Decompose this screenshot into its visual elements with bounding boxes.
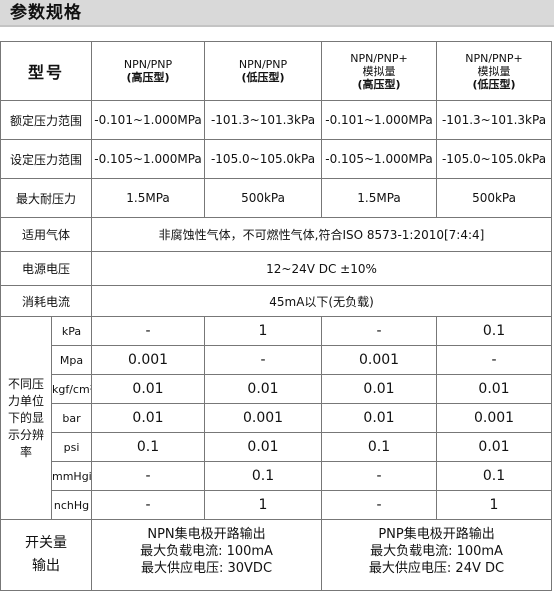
cell: 1.5MPa	[321, 178, 438, 218]
cell: 0.01	[91, 374, 206, 404]
resolution-row-psi: psi 0.1 0.01 0.1 0.01	[1, 432, 553, 462]
power-value: 12~24V DC ±10%	[91, 251, 553, 286]
cell: -	[321, 490, 438, 520]
current-row: 消耗电流 45mA以下(无负载)	[0, 285, 553, 317]
unit-label: psi	[50, 432, 93, 462]
cell: -	[321, 316, 438, 346]
cell: 0.001	[204, 403, 323, 433]
max-pressure-row: 最大耐压力 1.5MPa 500kPa 1.5MPa 500kPa	[0, 178, 553, 218]
resolution-row-mmhg: mmHgi - 0.1 - 0.1	[1, 461, 553, 491]
cell: -	[436, 345, 553, 375]
cell: 0.1	[91, 432, 206, 462]
cell: 1	[204, 316, 323, 346]
cell: -	[321, 461, 438, 491]
model-header-2: NPN/PNP (低压型)	[204, 41, 323, 101]
cell: 0.001	[321, 345, 438, 375]
cell: -0.101~1.000MPa	[91, 100, 206, 140]
switch-output-label: 开关量 输出	[0, 519, 93, 591]
cell: -105.0~105.0kPa	[436, 139, 553, 179]
cell: -0.101~1.000MPa	[321, 100, 438, 140]
resolution-row-bar: bar 0.01 0.001 0.01 0.001	[1, 403, 553, 433]
model-label: 型号	[0, 41, 93, 101]
row-label: 适用气体	[0, 217, 93, 252]
section-title: 参数规格	[0, 0, 554, 27]
media-row: 适用气体 非腐蚀性气体，不可燃性气体,符合ISO 8573-1:2010[7:4…	[0, 217, 553, 252]
cell: -0.105~1.000MPa	[321, 139, 438, 179]
unit-label: kgf/cm²	[50, 374, 93, 404]
cell: 0.1	[321, 432, 438, 462]
cell: -105.0~105.0kPa	[204, 139, 323, 179]
cell: 1	[436, 490, 553, 520]
resolution-label: 不同压力单位下的显示分辨率	[0, 316, 52, 520]
cell: -	[91, 490, 206, 520]
model-header-3: NPN/PNP+ 模拟量 (高压型)	[321, 41, 438, 101]
unit-label: kPa	[50, 316, 93, 346]
cell: 0.1	[436, 316, 553, 346]
cell: 0.01	[321, 374, 438, 404]
unit-label: mmHgi	[50, 461, 93, 491]
cell: 0.1	[436, 461, 553, 491]
resolution-row-kgf: kgf/cm² 0.01 0.01 0.01 0.01	[1, 374, 553, 404]
pnp-output-spec: PNP集电极开路输出 最大负载电流: 100mA 最大供应电压: 24V DC	[321, 519, 553, 591]
cell: 0.01	[204, 374, 323, 404]
set-range-row: 设定压力范围 -0.105~1.000MPa -105.0~105.0kPa -…	[0, 139, 553, 179]
rated-range-row: 额定压力范围 -0.101~1.000MPa -101.3~101.3kPa -…	[0, 100, 553, 140]
row-label: 消耗电流	[0, 285, 93, 317]
cell: -0.105~1.000MPa	[91, 139, 206, 179]
power-row: 电源电压 12~24V DC ±10%	[0, 251, 553, 286]
cell: 500kPa	[204, 178, 323, 218]
cell: 0.01	[204, 432, 323, 462]
cell: 500kPa	[436, 178, 553, 218]
header-row: 型号 NPN/PNP (高压型) NPN/PNP (低压型) NPN/PNP+ 模拟量…	[0, 41, 553, 101]
cell: -	[91, 316, 206, 346]
row-label: 设定压力范围	[0, 139, 93, 179]
resolution-row-inchhg: nchHg - 1 - 1	[1, 490, 553, 520]
cell: 0.01	[91, 403, 206, 433]
media-value: 非腐蚀性气体，不可燃性气体,符合ISO 8573-1:2010[7:4:4]	[91, 217, 553, 252]
cell: 1.5MPa	[91, 178, 206, 218]
current-value: 45mA以下(无负载)	[91, 285, 553, 317]
cell: -	[204, 345, 323, 375]
npn-output-spec: NPN集电极开路输出 最大负载电流: 100mA 最大供应电压: 30VDC	[91, 519, 323, 591]
cell: 0.001	[436, 403, 553, 433]
row-label: 电源电压	[0, 251, 93, 286]
cell: -	[91, 461, 206, 491]
cell: -101.3~101.3kPa	[436, 100, 553, 140]
resolution-row-kpa: 不同压力单位下的显示分辨率 kPa - 1 - 0.1	[0, 316, 553, 520]
model-header-1: NPN/PNP (高压型)	[91, 41, 206, 101]
cell: -101.3~101.3kPa	[204, 100, 323, 140]
row-label: 最大耐压力	[0, 178, 93, 218]
cell: 1	[204, 490, 323, 520]
unit-label: bar	[50, 403, 93, 433]
cell: 0.001	[91, 345, 206, 375]
model-header-4: NPN/PNP+ 模拟量 (低压型)	[436, 41, 553, 101]
cell: 0.01	[436, 374, 553, 404]
unit-label: Mpa	[50, 345, 93, 375]
switch-output-row: 开关量 输出 NPN集电极开路输出 最大负载电流: 100mA 最大供应电压: …	[0, 519, 553, 591]
spec-table: 型号 NPN/PNP (高压型) NPN/PNP (低压型) NPN/PNP+ 模拟量…	[0, 41, 553, 591]
cell: 0.01	[321, 403, 438, 433]
row-label: 额定压力范围	[0, 100, 93, 140]
resolution-row-mpa: Mpa 0.001 - 0.001 -	[1, 345, 553, 375]
cell: 0.1	[204, 461, 323, 491]
unit-label: nchHg	[50, 490, 93, 520]
cell: 0.01	[436, 432, 553, 462]
